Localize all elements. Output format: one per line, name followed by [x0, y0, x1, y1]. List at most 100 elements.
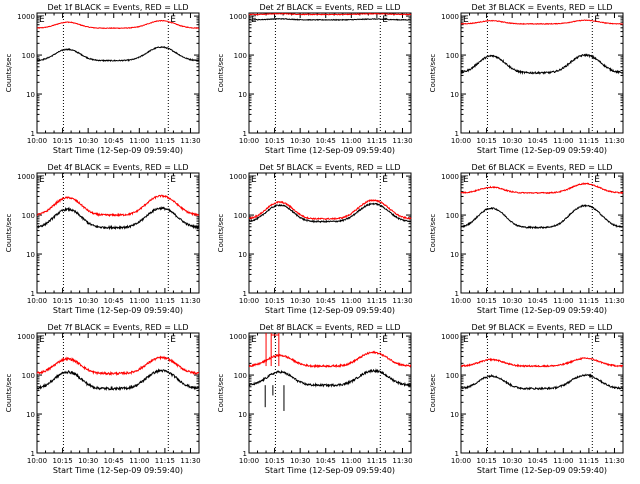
event-marker-label: E	[382, 15, 388, 25]
x-axis-label: Start Time (12-Sep-09 09:59:40)	[265, 306, 395, 315]
x-tick-label: 10:30	[502, 297, 522, 305]
x-tick-label: 11:00	[129, 297, 149, 305]
panel-6: Det 6f BLACK = Events, RED = LLD 1 10 100 10…	[429, 163, 625, 315]
x-tick-label: 10:45	[528, 137, 548, 145]
y-tick-label: 100	[22, 52, 35, 60]
events-series-line	[36, 205, 200, 231]
panel-title: Det 3f BLACK = Events, RED = LLD	[471, 3, 612, 12]
panel-7: Det 7f BLACK = Events, RED = LLD 1 10 100 10…	[5, 323, 201, 475]
event-marker-label: E	[251, 335, 257, 345]
panel-9: Det 9f BLACK = Events, RED = LLD 1 10 100 10…	[429, 323, 625, 475]
y-tick-label: 10	[450, 91, 459, 99]
panel-8: Det 8f BLACK = Events, RED = LLD 1 10 100 10…	[217, 323, 413, 475]
x-tick-label: 10:45	[316, 297, 336, 305]
events-series-line	[36, 368, 200, 392]
panel-title: Det 8f BLACK = Events, RED = LLD	[259, 323, 400, 332]
x-tick-label: 11:15	[155, 457, 175, 465]
x-tick-label: 11:00	[341, 457, 361, 465]
lld-series-line	[36, 194, 200, 218]
x-tick-label: 11:15	[367, 457, 387, 465]
y-tick-label: 100	[22, 372, 35, 380]
plot-frame	[36, 332, 200, 454]
y-tick-label: 1000	[441, 13, 459, 21]
x-axis-label: Start Time (12-Sep-09 09:59:40)	[265, 466, 395, 475]
x-tick-label: 10:00	[27, 457, 47, 465]
y-tick-label: 100	[22, 212, 35, 220]
x-tick-label: 10:30	[290, 297, 310, 305]
panel-1: Det 1f BLACK = Events, RED = LLD 1 10 100 10…	[5, 3, 201, 155]
panel-title: Det 6f BLACK = Events, RED = LLD	[471, 163, 612, 172]
x-axis-label: Start Time (12-Sep-09 09:59:40)	[53, 146, 183, 155]
plot-frame	[36, 172, 200, 294]
plot-frame	[248, 172, 412, 294]
event-marker-label: E	[382, 335, 388, 345]
x-tick-label: 10:30	[502, 457, 522, 465]
events-series-line	[248, 17, 412, 21]
x-tick-label: 11:30	[392, 137, 412, 145]
x-tick-label: 11:00	[553, 297, 573, 305]
panel-4: Det 4f BLACK = Events, RED = LLD 1 10 100 10…	[5, 163, 201, 315]
x-tick-label: 10:30	[78, 297, 98, 305]
events-series-line	[36, 45, 200, 63]
y-tick-label: 100	[234, 212, 247, 220]
x-tick-label: 10:30	[290, 457, 310, 465]
x-tick-label: 10:00	[451, 297, 471, 305]
panel-title: Det 1f BLACK = Events, RED = LLD	[47, 3, 188, 12]
y-tick-label: 100	[446, 212, 459, 220]
x-tick-label: 10:15	[476, 457, 496, 465]
x-tick-label: 10:15	[476, 137, 496, 145]
panel-title: Det 5f BLACK = Events, RED = LLD	[259, 163, 400, 172]
plot-frame	[460, 172, 624, 294]
panel-title: Det 9f BLACK = Events, RED = LLD	[471, 323, 612, 332]
event-marker-label: E	[463, 15, 469, 25]
x-tick-label: 10:00	[239, 457, 259, 465]
event-marker-label: E	[170, 15, 176, 25]
x-tick-label: 11:00	[553, 457, 573, 465]
x-tick-label: 10:00	[451, 137, 471, 145]
y-tick-label: 1000	[229, 13, 247, 21]
panel-5: Det 5f BLACK = Events, RED = LLD 1 10 100 10…	[217, 163, 413, 315]
plot-frame	[460, 332, 624, 454]
panel-title: Det 7f BLACK = Events, RED = LLD	[47, 323, 188, 332]
event-marker-label: E	[594, 175, 600, 185]
y-tick-label: 100	[446, 52, 459, 60]
plot-frame	[248, 332, 412, 454]
y-tick-label: 10	[450, 251, 459, 259]
y-tick-label: 100	[234, 372, 247, 380]
event-marker-label: E	[463, 175, 469, 185]
x-tick-label: 11:00	[129, 137, 149, 145]
x-tick-label: 10:00	[239, 137, 259, 145]
event-marker-label: E	[594, 15, 600, 25]
y-tick-label: 10	[26, 411, 35, 419]
lld-series-line	[460, 19, 624, 25]
x-tick-label: 10:45	[104, 297, 124, 305]
x-axis-label: Start Time (12-Sep-09 09:59:40)	[477, 466, 607, 475]
event-marker-label: E	[594, 335, 600, 345]
event-marker-label: E	[251, 175, 257, 185]
x-tick-label: 11:30	[180, 137, 200, 145]
y-tick-label: 1000	[441, 173, 459, 181]
y-axis-label: Counts/sec	[5, 54, 13, 93]
x-axis-label: Start Time (12-Sep-09 09:59:40)	[53, 466, 183, 475]
event-marker-label: E	[382, 175, 388, 185]
x-axis-label: Start Time (12-Sep-09 09:59:40)	[477, 146, 607, 155]
x-tick-label: 10:15	[52, 137, 72, 145]
y-tick-label: 1	[243, 130, 247, 138]
y-tick-label: 1	[455, 450, 459, 458]
y-axis-label: Counts/sec	[429, 374, 437, 413]
lld-series-line	[460, 182, 624, 195]
y-tick-label: 1000	[229, 173, 247, 181]
events-series-line	[460, 53, 624, 75]
y-axis-label: Counts/sec	[5, 214, 13, 253]
panel-title: Det 2f BLACK = Events, RED = LLD	[259, 3, 400, 12]
x-tick-label: 11:15	[367, 137, 387, 145]
x-tick-label: 10:00	[239, 297, 259, 305]
y-tick-label: 10	[238, 411, 247, 419]
y-tick-label: 1	[455, 290, 459, 298]
y-axis-label: Counts/sec	[217, 374, 225, 413]
x-tick-label: 11:15	[579, 457, 599, 465]
x-tick-label: 11:00	[341, 297, 361, 305]
panel-2: Det 2f BLACK = Events, RED = LLD 1 10 100 10…	[217, 3, 413, 155]
x-tick-label: 10:45	[104, 457, 124, 465]
